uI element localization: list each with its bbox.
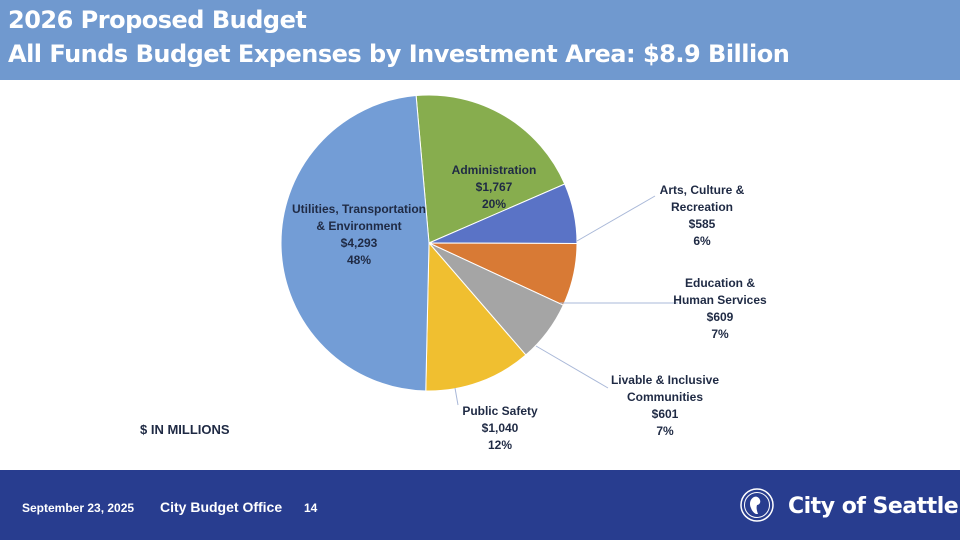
slice-data-label: Livable & Inclusive Communities $601 7% (611, 373, 719, 438)
slide-subtitle: All Funds Budget Expenses by Investment … (8, 40, 790, 68)
footer-office: City Budget Office (160, 499, 283, 515)
slice-data-label: Arts, Culture & Recreation $585 6% (660, 183, 745, 248)
footer-date: September 23, 2025 (22, 501, 135, 515)
page-number: 14 (304, 501, 318, 515)
leader-line (535, 345, 609, 389)
unit-note: $ IN MILLIONS (140, 422, 230, 437)
slide-title: 2026 Proposed Budget (8, 6, 307, 34)
city-name: City of Seattle (788, 494, 959, 519)
slice-data-label: Public Safety $1,040 12% (462, 404, 538, 452)
slice-data-label: Utilities, Transportation & Environment $4… (292, 202, 426, 267)
pie-slice (425, 241, 527, 392)
title-banner: 2026 Proposed Budget All Funds Budget Ex… (0, 0, 960, 80)
pie-chart: Administration $1,767 20% Arts, Culture & Re… (280, 94, 767, 452)
slice-data-label: Education & Human Services $609 7% (673, 276, 767, 341)
slice-data-label: Administration $1,767 20% (452, 163, 537, 211)
leader-line (454, 387, 459, 406)
city-seal-icon (740, 488, 774, 522)
pie-slice (415, 94, 566, 244)
leader-line (576, 195, 656, 242)
pie-slice (280, 95, 430, 392)
footer-bar: September 23, 2025 City Budget Office 14… (0, 470, 960, 540)
